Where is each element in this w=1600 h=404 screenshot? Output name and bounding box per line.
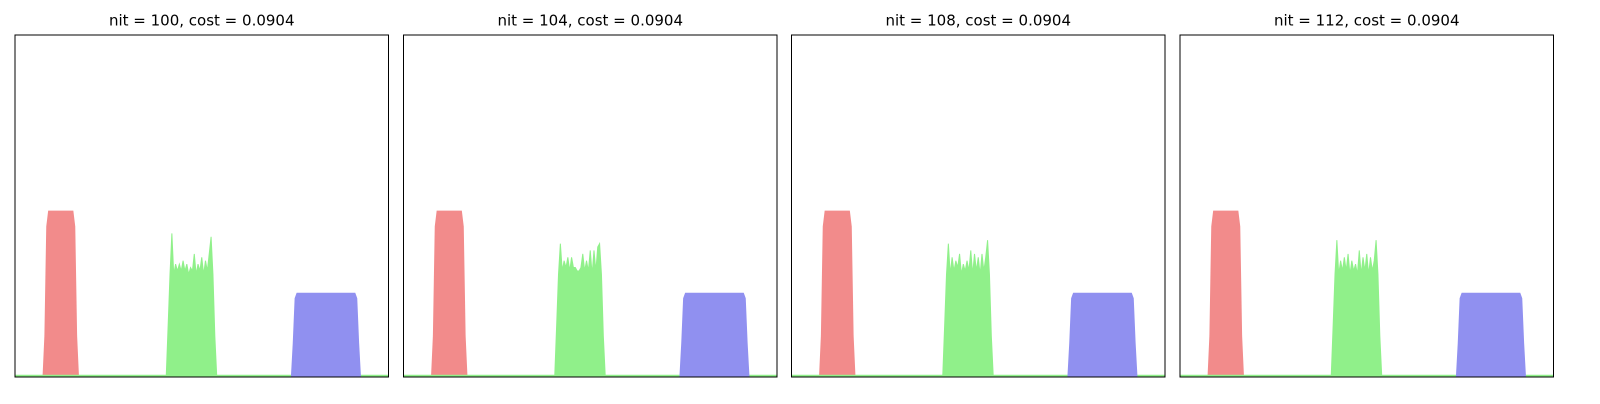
axes-frame	[791, 34, 1166, 378]
axes-frame	[14, 34, 389, 378]
area	[14, 233, 389, 378]
area	[403, 241, 778, 378]
area	[791, 240, 1166, 378]
axes-frame	[403, 34, 778, 378]
area	[1179, 240, 1554, 378]
panel-title: nit = 100, cost = 0.0904	[109, 12, 295, 30]
panel-title: nit = 108, cost = 0.0904	[885, 12, 1071, 30]
panel-title: nit = 104, cost = 0.0904	[497, 12, 683, 30]
panel-title: nit = 112, cost = 0.0904	[1274, 12, 1460, 30]
axes-frame	[1179, 34, 1554, 378]
